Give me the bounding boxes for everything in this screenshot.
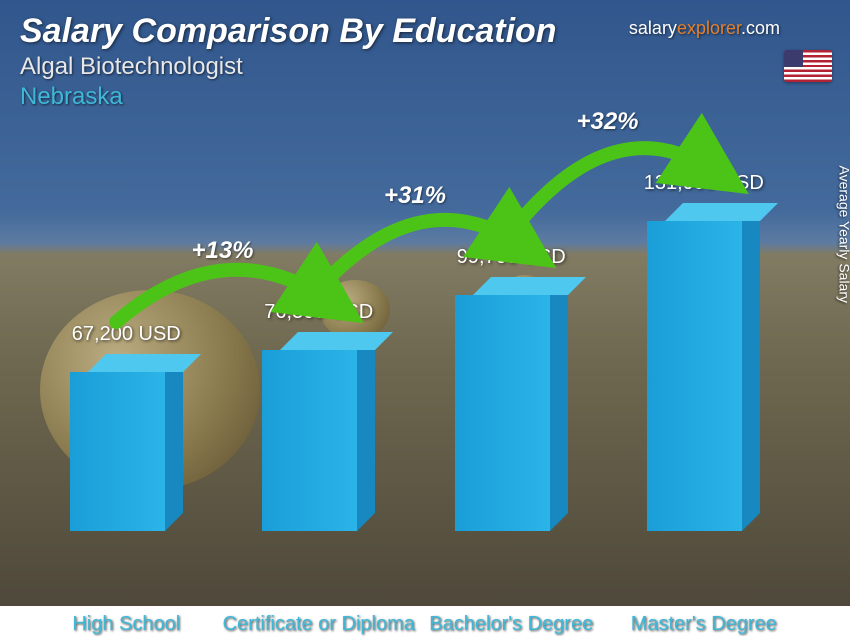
brand-highlight: explorer: [677, 18, 741, 38]
increase-arc: [116, 270, 329, 322]
brand-prefix: salary: [629, 18, 677, 38]
increase-arc: [501, 148, 714, 245]
brand-suffix: .com: [741, 18, 780, 38]
job-title: Algal Biotechnologist: [20, 53, 830, 81]
increase-label: +32%: [576, 108, 638, 135]
arcs-overlay: +13% +31% +32%: [30, 86, 800, 586]
location: Nebraska: [20, 83, 830, 111]
bar-chart: 67,200 USDHigh School76,300 USDCertifica…: [30, 86, 800, 586]
flag-icon: [784, 50, 832, 82]
increase-label: +13%: [191, 237, 253, 264]
bar-label: Bachelor's Degree: [415, 613, 608, 636]
bar-label: High School: [30, 613, 223, 636]
increase-label: +31%: [384, 182, 446, 209]
brand-logo: salaryexplorer.com: [629, 18, 780, 39]
bar-label: Master's Degree: [608, 613, 801, 636]
bar-label: Certificate or Diploma: [223, 613, 416, 636]
y-axis-label: Average Yearly Salary: [836, 166, 850, 304]
increase-arc: [309, 220, 522, 300]
